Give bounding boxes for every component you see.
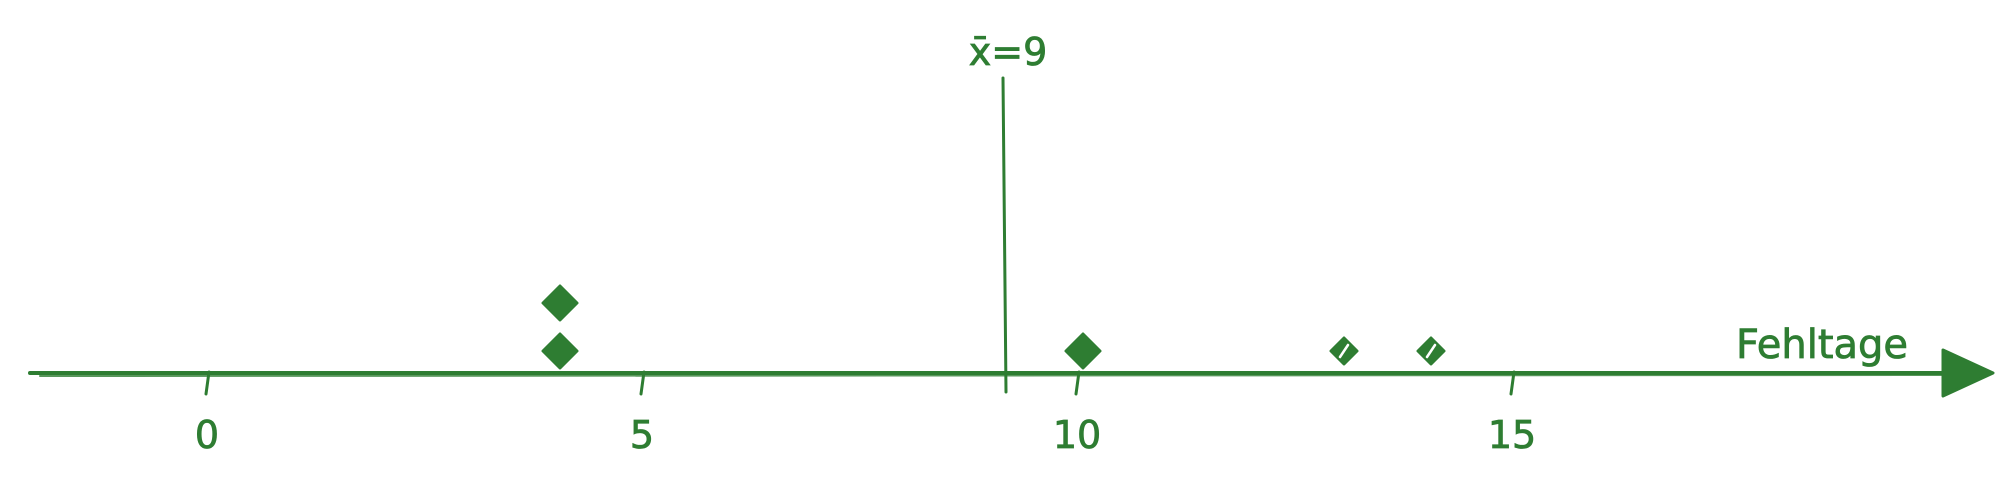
tick-label: 5	[630, 413, 654, 457]
axis-label: Fehltage	[1736, 322, 1908, 368]
mean-line	[1001, 76, 1008, 394]
axis-tick	[204, 370, 211, 396]
axis-line-sketch	[39, 374, 1946, 377]
data-point	[541, 332, 579, 370]
data-point	[1064, 332, 1102, 370]
tick-label: 10	[1053, 413, 1101, 457]
axis-arrow-head	[1941, 348, 1995, 398]
axis-tick	[1074, 370, 1081, 396]
data-point	[1329, 336, 1359, 366]
axis-tick	[639, 370, 646, 396]
mean-label: x̄=9	[969, 30, 1048, 74]
data-point	[541, 284, 579, 322]
data-point	[1416, 336, 1446, 366]
data-points	[541, 284, 1446, 370]
number-line-axis: 0 5 10 15	[28, 348, 1995, 457]
axis-tick	[1509, 370, 1516, 396]
mean-marker: x̄=9	[968, 30, 1048, 394]
tick-label: 0	[195, 413, 219, 457]
tick-label: 15	[1488, 413, 1536, 457]
